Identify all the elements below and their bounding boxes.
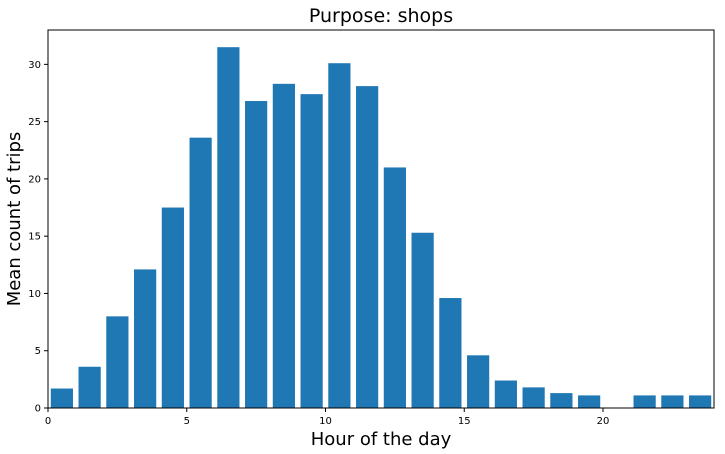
- y-tick-label: 25: [28, 117, 41, 128]
- y-tick-label: 10: [28, 289, 41, 300]
- bar-hour-14: [439, 298, 462, 408]
- y-tick-label: 15: [28, 232, 41, 243]
- bar-hour-23: [689, 395, 712, 408]
- bar-hour-19: [578, 395, 601, 408]
- bar-hour-10: [328, 63, 351, 409]
- x-tick-label: 20: [597, 416, 610, 427]
- bar-hour-11: [356, 86, 379, 409]
- x-axis-title: Hour of the day: [311, 429, 452, 450]
- bar-hour-22: [661, 395, 684, 408]
- y-axis-title: Mean count of trips: [4, 132, 25, 307]
- y-tick-label: 30: [28, 60, 41, 71]
- chart-title: Purpose: shops: [309, 5, 453, 27]
- bar-hour-21: [633, 395, 656, 408]
- x-tick-label: 5: [184, 416, 190, 427]
- bar-hour-1: [78, 366, 101, 408]
- x-tick-label: 0: [45, 416, 51, 427]
- x-tick-label: 15: [458, 416, 471, 427]
- bar-hour-15: [467, 355, 490, 408]
- bar-hour-4: [161, 207, 184, 408]
- y-tick-label: 5: [35, 346, 41, 357]
- y-tick-label: 0: [35, 404, 41, 415]
- bars-group: [50, 47, 712, 409]
- bar-hour-9: [300, 94, 323, 409]
- bar-hour-18: [550, 393, 573, 408]
- x-tick-label: 10: [319, 416, 332, 427]
- bar-hour-17: [522, 387, 545, 408]
- y-tick-label: 20: [28, 174, 41, 185]
- bar-hour-12: [383, 167, 406, 408]
- bar-hour-8: [272, 83, 295, 408]
- bar-hour-3: [134, 269, 157, 408]
- bar-hour-7: [245, 101, 268, 408]
- bar-hour-2: [106, 316, 129, 408]
- y-axis-ticks: 0 5 10 15 20 25 30: [28, 60, 48, 415]
- bar-hour-0: [50, 388, 73, 408]
- bar-hour-16: [494, 380, 517, 408]
- plot-frame: [47, 29, 715, 409]
- bar-hour-5: [189, 137, 212, 408]
- bar-hour-13: [411, 232, 434, 408]
- x-axis-ticks: 0 5 10 15 20: [45, 408, 610, 427]
- bar-hour-6: [217, 47, 240, 408]
